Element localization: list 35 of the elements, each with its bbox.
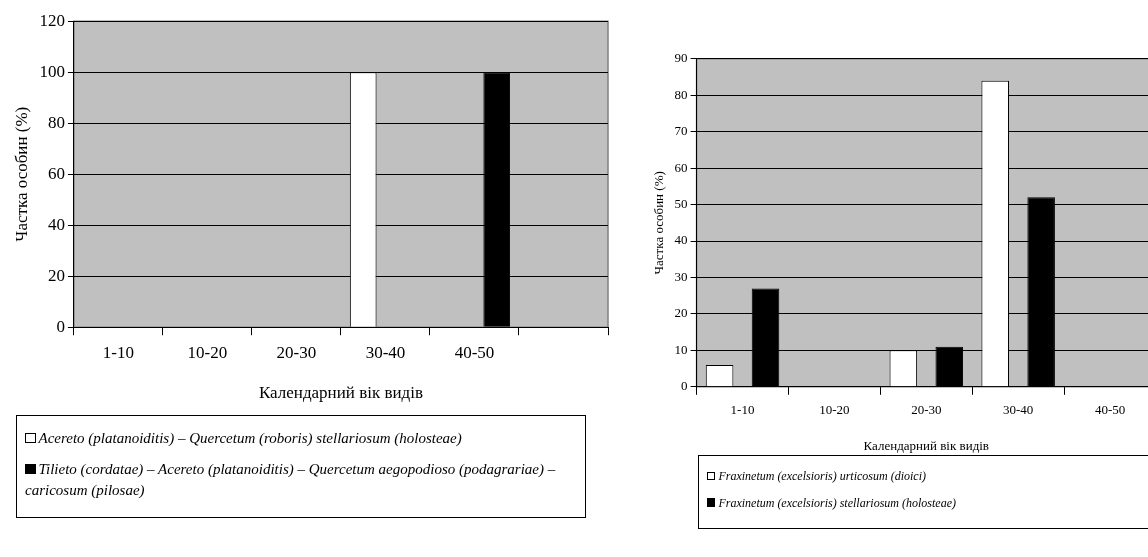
x-axis-title: Календарний вік видів bbox=[258, 383, 423, 403]
x-axis-title: Календарний вік видів bbox=[863, 437, 989, 453]
y-tick-label: 0 bbox=[56, 316, 65, 336]
y-tick-label: 40 bbox=[674, 232, 688, 248]
x-tick-label: 20-30 bbox=[276, 342, 317, 362]
legend-label: Fraxinetum (excelsioris) stellariosum (holosteae) bbox=[718, 495, 957, 510]
y-axis-title: Частка особин (%) bbox=[11, 106, 31, 242]
y-tick-label: 50 bbox=[674, 196, 688, 211]
y-tick-label: 0 bbox=[681, 378, 688, 394]
legend-label: Acereto (platanoiditis) – Quercetum (roboris) stellariosum (holosteae) bbox=[38, 430, 462, 446]
x-tick-label: 40-50 bbox=[1094, 402, 1126, 418]
y-tick-label: 60 bbox=[674, 159, 688, 175]
y-tick-label: 20 bbox=[47, 265, 65, 285]
y-tick-label: 10 bbox=[674, 341, 688, 357]
x-tick-label: 30-40 bbox=[1003, 402, 1034, 418]
x-tick-label: 10-20 bbox=[819, 402, 850, 418]
y-tick-label: 90 bbox=[674, 50, 688, 66]
y-tick-label: 80 bbox=[47, 112, 65, 132]
x-tick-label: 40-50 bbox=[454, 342, 495, 362]
y-tick-label: 40 bbox=[47, 214, 65, 234]
y-tick-label: 70 bbox=[674, 123, 688, 139]
x-tick-label: 20-30 bbox=[911, 402, 942, 418]
x-tick-label: 10-20 bbox=[187, 342, 228, 362]
x-tick-label: 1-10 bbox=[730, 402, 755, 418]
y-tick-label: 100 bbox=[39, 61, 65, 81]
y-tick-label: 60 bbox=[47, 163, 65, 183]
legend-label: Tilieto (cordatae) – Acereto (platanoiditis) – Quercetum aegopodioso (podagrariae) – caricosum (pilosae) bbox=[25, 461, 556, 498]
x-tick-label: 30-40 bbox=[365, 342, 406, 362]
y-tick-label: 30 bbox=[674, 268, 688, 284]
y-tick-label: 120 bbox=[39, 10, 65, 30]
y-tick-label: 80 bbox=[674, 86, 688, 102]
y-tick-label: 20 bbox=[674, 305, 688, 321]
legend-label: Fraxinetum (excelsioris) urticosum (dioici) bbox=[718, 469, 927, 483]
y-axis-title: Частка особин (%) bbox=[651, 171, 667, 275]
x-tick-label: 1-10 bbox=[102, 342, 134, 362]
